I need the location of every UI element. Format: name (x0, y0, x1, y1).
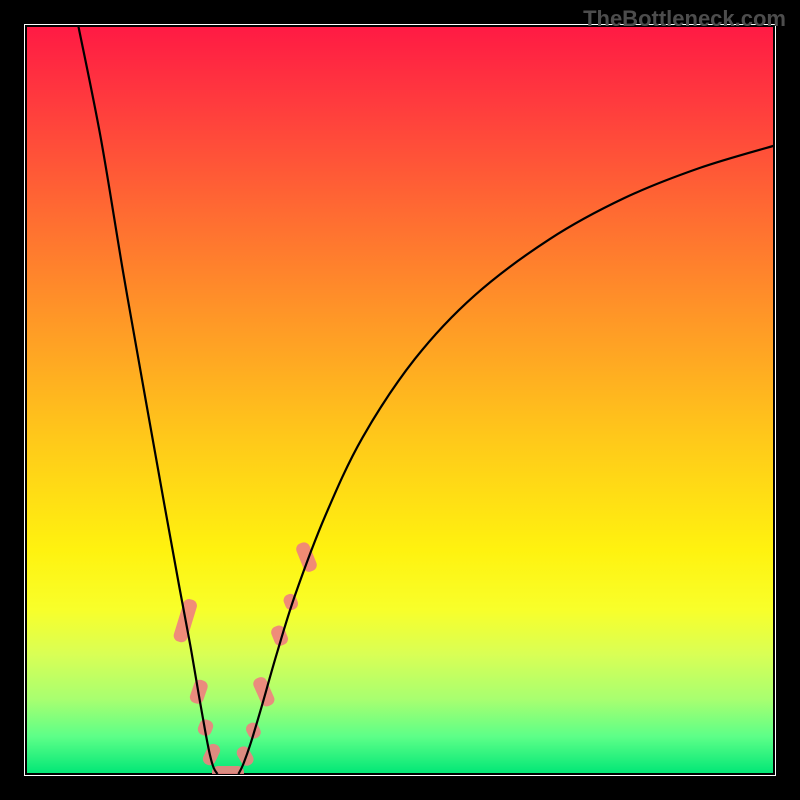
bottleneck-chart (0, 0, 800, 800)
chart-background (26, 26, 774, 774)
watermark-text: TheBottleneck.com (583, 6, 786, 32)
chart-frame: TheBottleneck.com (0, 0, 800, 800)
